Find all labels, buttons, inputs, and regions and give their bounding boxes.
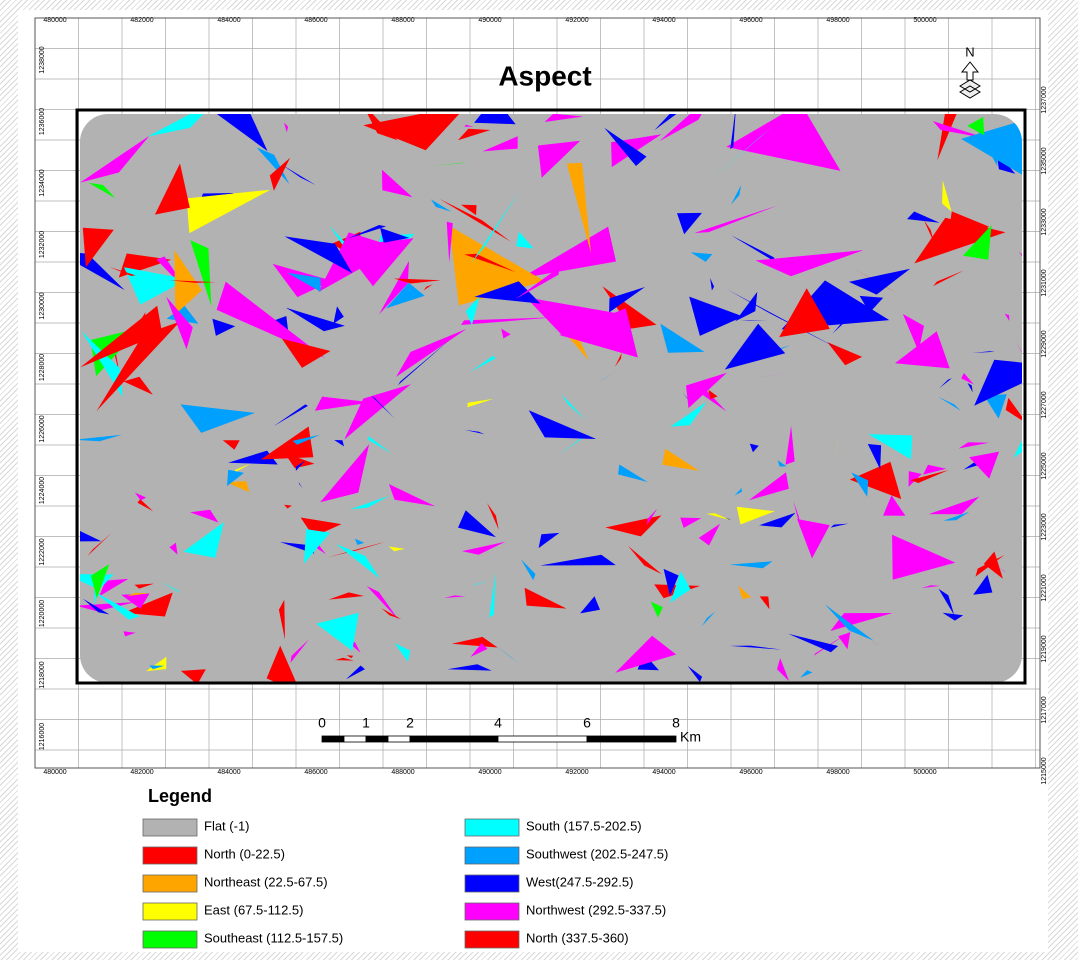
legend-title: Legend xyxy=(148,786,212,806)
legend-label: North (0-22.5) xyxy=(204,846,285,861)
scale-label: 1 xyxy=(362,715,370,731)
y-coord-label: 1224000 xyxy=(39,477,46,504)
y-coord-label: 1230000 xyxy=(39,292,46,319)
legend-swatch xyxy=(465,819,519,836)
legend-swatch xyxy=(465,847,519,864)
x-coord-label: 486000 xyxy=(304,769,327,776)
scale-segment xyxy=(344,736,366,742)
legend-swatch xyxy=(465,903,519,920)
scale-label: 2 xyxy=(406,715,414,731)
legend-label: Flat (-1) xyxy=(204,818,250,833)
x-coord-label: 496000 xyxy=(739,769,762,776)
scale-segment xyxy=(587,736,676,742)
legend-swatch xyxy=(143,931,197,948)
scale-segment xyxy=(388,736,410,742)
y-coord-label: 1235000 xyxy=(1041,147,1048,174)
x-coord-label: 500000 xyxy=(913,769,936,776)
scale-segment xyxy=(322,736,344,742)
legend-swatch xyxy=(143,819,197,836)
x-coord-label: 484000 xyxy=(217,769,240,776)
x-coord-label: 492000 xyxy=(565,769,588,776)
legend-label: North (337.5-360) xyxy=(526,930,629,945)
y-coord-label: 1233000 xyxy=(1041,208,1048,235)
scale-label: 4 xyxy=(494,715,502,731)
map-title: Aspect xyxy=(498,60,591,91)
y-coord-label: 1218000 xyxy=(39,661,46,688)
scale-segment xyxy=(366,736,388,742)
legend-swatch xyxy=(465,875,519,892)
y-coord-label: 1219000 xyxy=(1041,635,1048,662)
scale-unit: Km xyxy=(680,729,701,745)
y-coord-label: 1223000 xyxy=(1041,513,1048,540)
y-coord-label: 1228000 xyxy=(39,354,46,381)
x-coord-label: 494000 xyxy=(652,769,675,776)
x-coord-label: 498000 xyxy=(826,769,849,776)
page: 4800004800004820004820004840004840004860… xyxy=(0,0,1078,960)
legend-label: East (67.5-112.5) xyxy=(204,902,303,917)
y-coord-label: 1220000 xyxy=(39,600,46,627)
x-coord-label: 490000 xyxy=(478,769,501,776)
x-coord-label: 480000 xyxy=(43,769,66,776)
x-coord-label: 482000 xyxy=(130,769,153,776)
legend-swatch xyxy=(143,875,197,892)
legend-label: Northwest (292.5-337.5) xyxy=(526,902,666,917)
y-coord-label: 1229000 xyxy=(1041,330,1048,357)
legend-label: South (157.5-202.5) xyxy=(526,818,642,833)
legend-swatch xyxy=(143,847,197,864)
map-layout: 4800004800004820004820004840004840004860… xyxy=(0,0,1078,960)
legend-label: Southwest (202.5-247.5) xyxy=(526,846,668,861)
legend-label: West(247.5-292.5) xyxy=(526,874,633,889)
y-coord-label: 1238000 xyxy=(39,46,46,73)
scale-label: 8 xyxy=(672,715,680,731)
y-coord-label: 1231000 xyxy=(1041,269,1048,296)
y-coord-label: 1226000 xyxy=(39,415,46,442)
legend-label: Southeast (112.5-157.5) xyxy=(204,930,343,945)
y-coord-label: 1227000 xyxy=(1041,391,1048,418)
north-label: N xyxy=(965,44,974,59)
scale-segment xyxy=(498,736,587,742)
y-coord-label: 1225000 xyxy=(1041,452,1048,479)
y-coord-label: 1234000 xyxy=(39,169,46,196)
y-coord-label: 1221000 xyxy=(1041,574,1048,601)
y-coord-label: 1237000 xyxy=(1041,86,1048,113)
legend-swatch xyxy=(143,903,197,920)
y-coord-label: 1217000 xyxy=(1041,696,1048,723)
y-coord-label: 1216000 xyxy=(39,723,46,750)
aspect-raster xyxy=(54,86,1078,694)
y-coord-label: 1232000 xyxy=(39,231,46,258)
y-coord-label: 1236000 xyxy=(39,108,46,135)
scale-segment xyxy=(410,736,498,742)
x-coord-label: 488000 xyxy=(391,769,414,776)
y-coord-label: 1222000 xyxy=(39,538,46,565)
legend-swatch xyxy=(465,931,519,948)
y-coord-label: 1215000 xyxy=(1041,757,1048,784)
scale-label: 6 xyxy=(583,715,591,731)
legend-label: Northeast (22.5-67.5) xyxy=(204,874,328,889)
scale-label: 0 xyxy=(318,715,326,731)
